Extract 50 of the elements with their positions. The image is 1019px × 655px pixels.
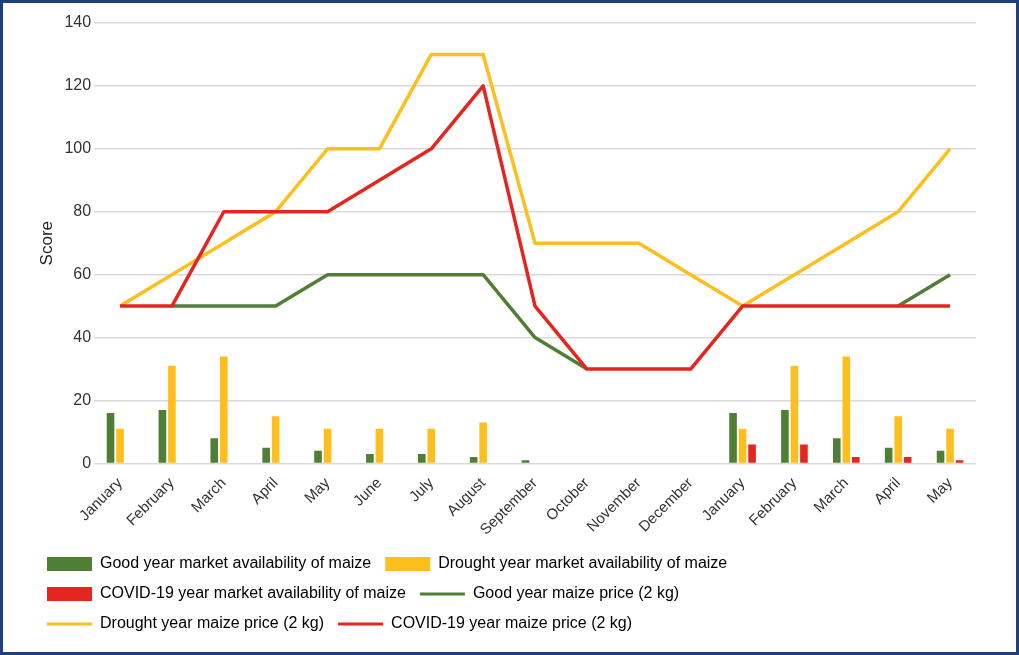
bar [894,416,902,463]
bar [781,409,789,463]
bar [790,365,799,463]
bar [427,428,436,463]
legend-label: Good year market availability of maize [100,554,372,572]
y-tick-label: 0 [82,453,92,471]
bar [955,460,964,463]
bar [375,428,384,463]
y-axis-title: Score [36,220,56,266]
bar [832,438,841,463]
bar [729,413,737,463]
x-tick-label: July [405,473,437,505]
bar [800,444,808,463]
y-tick-label: 80 [73,202,92,220]
bar [271,416,280,463]
bar [748,444,756,463]
legend-label: Drought year market availability of maize [438,554,728,572]
y-tick-label: 20 [73,390,92,408]
x-tick-label: May [923,473,956,506]
bar [884,447,893,463]
legend-label: COVID-19 year market availability of maize [100,584,406,602]
bar [842,356,851,463]
bar [852,457,860,463]
bar [210,438,219,463]
bar [903,457,912,463]
legend-label: COVID-19 year maize price (2 kg) [391,614,633,632]
bar [738,428,747,463]
bar [116,428,124,463]
bar [323,428,332,463]
bar [106,413,115,463]
y-tick-label: 100 [64,139,92,157]
bar [314,450,322,463]
y-tick-label: 140 [64,13,92,31]
legend-label: Good year maize price (2 kg) [472,584,680,602]
bar [262,447,270,463]
bar [469,457,478,463]
legend-label: Drought year maize price (2 kg) [100,614,325,632]
y-tick-label: 60 [73,265,92,283]
bar [936,450,945,463]
bar [366,453,374,463]
bar [168,365,176,463]
x-tick-label: May [300,473,333,506]
bar [158,409,167,463]
bar [479,422,487,463]
y-tick-label: 120 [64,76,92,94]
y-tick-label: 40 [73,327,92,345]
bar [521,460,530,463]
bar [417,453,426,463]
bar [946,428,954,463]
bar [219,356,228,463]
